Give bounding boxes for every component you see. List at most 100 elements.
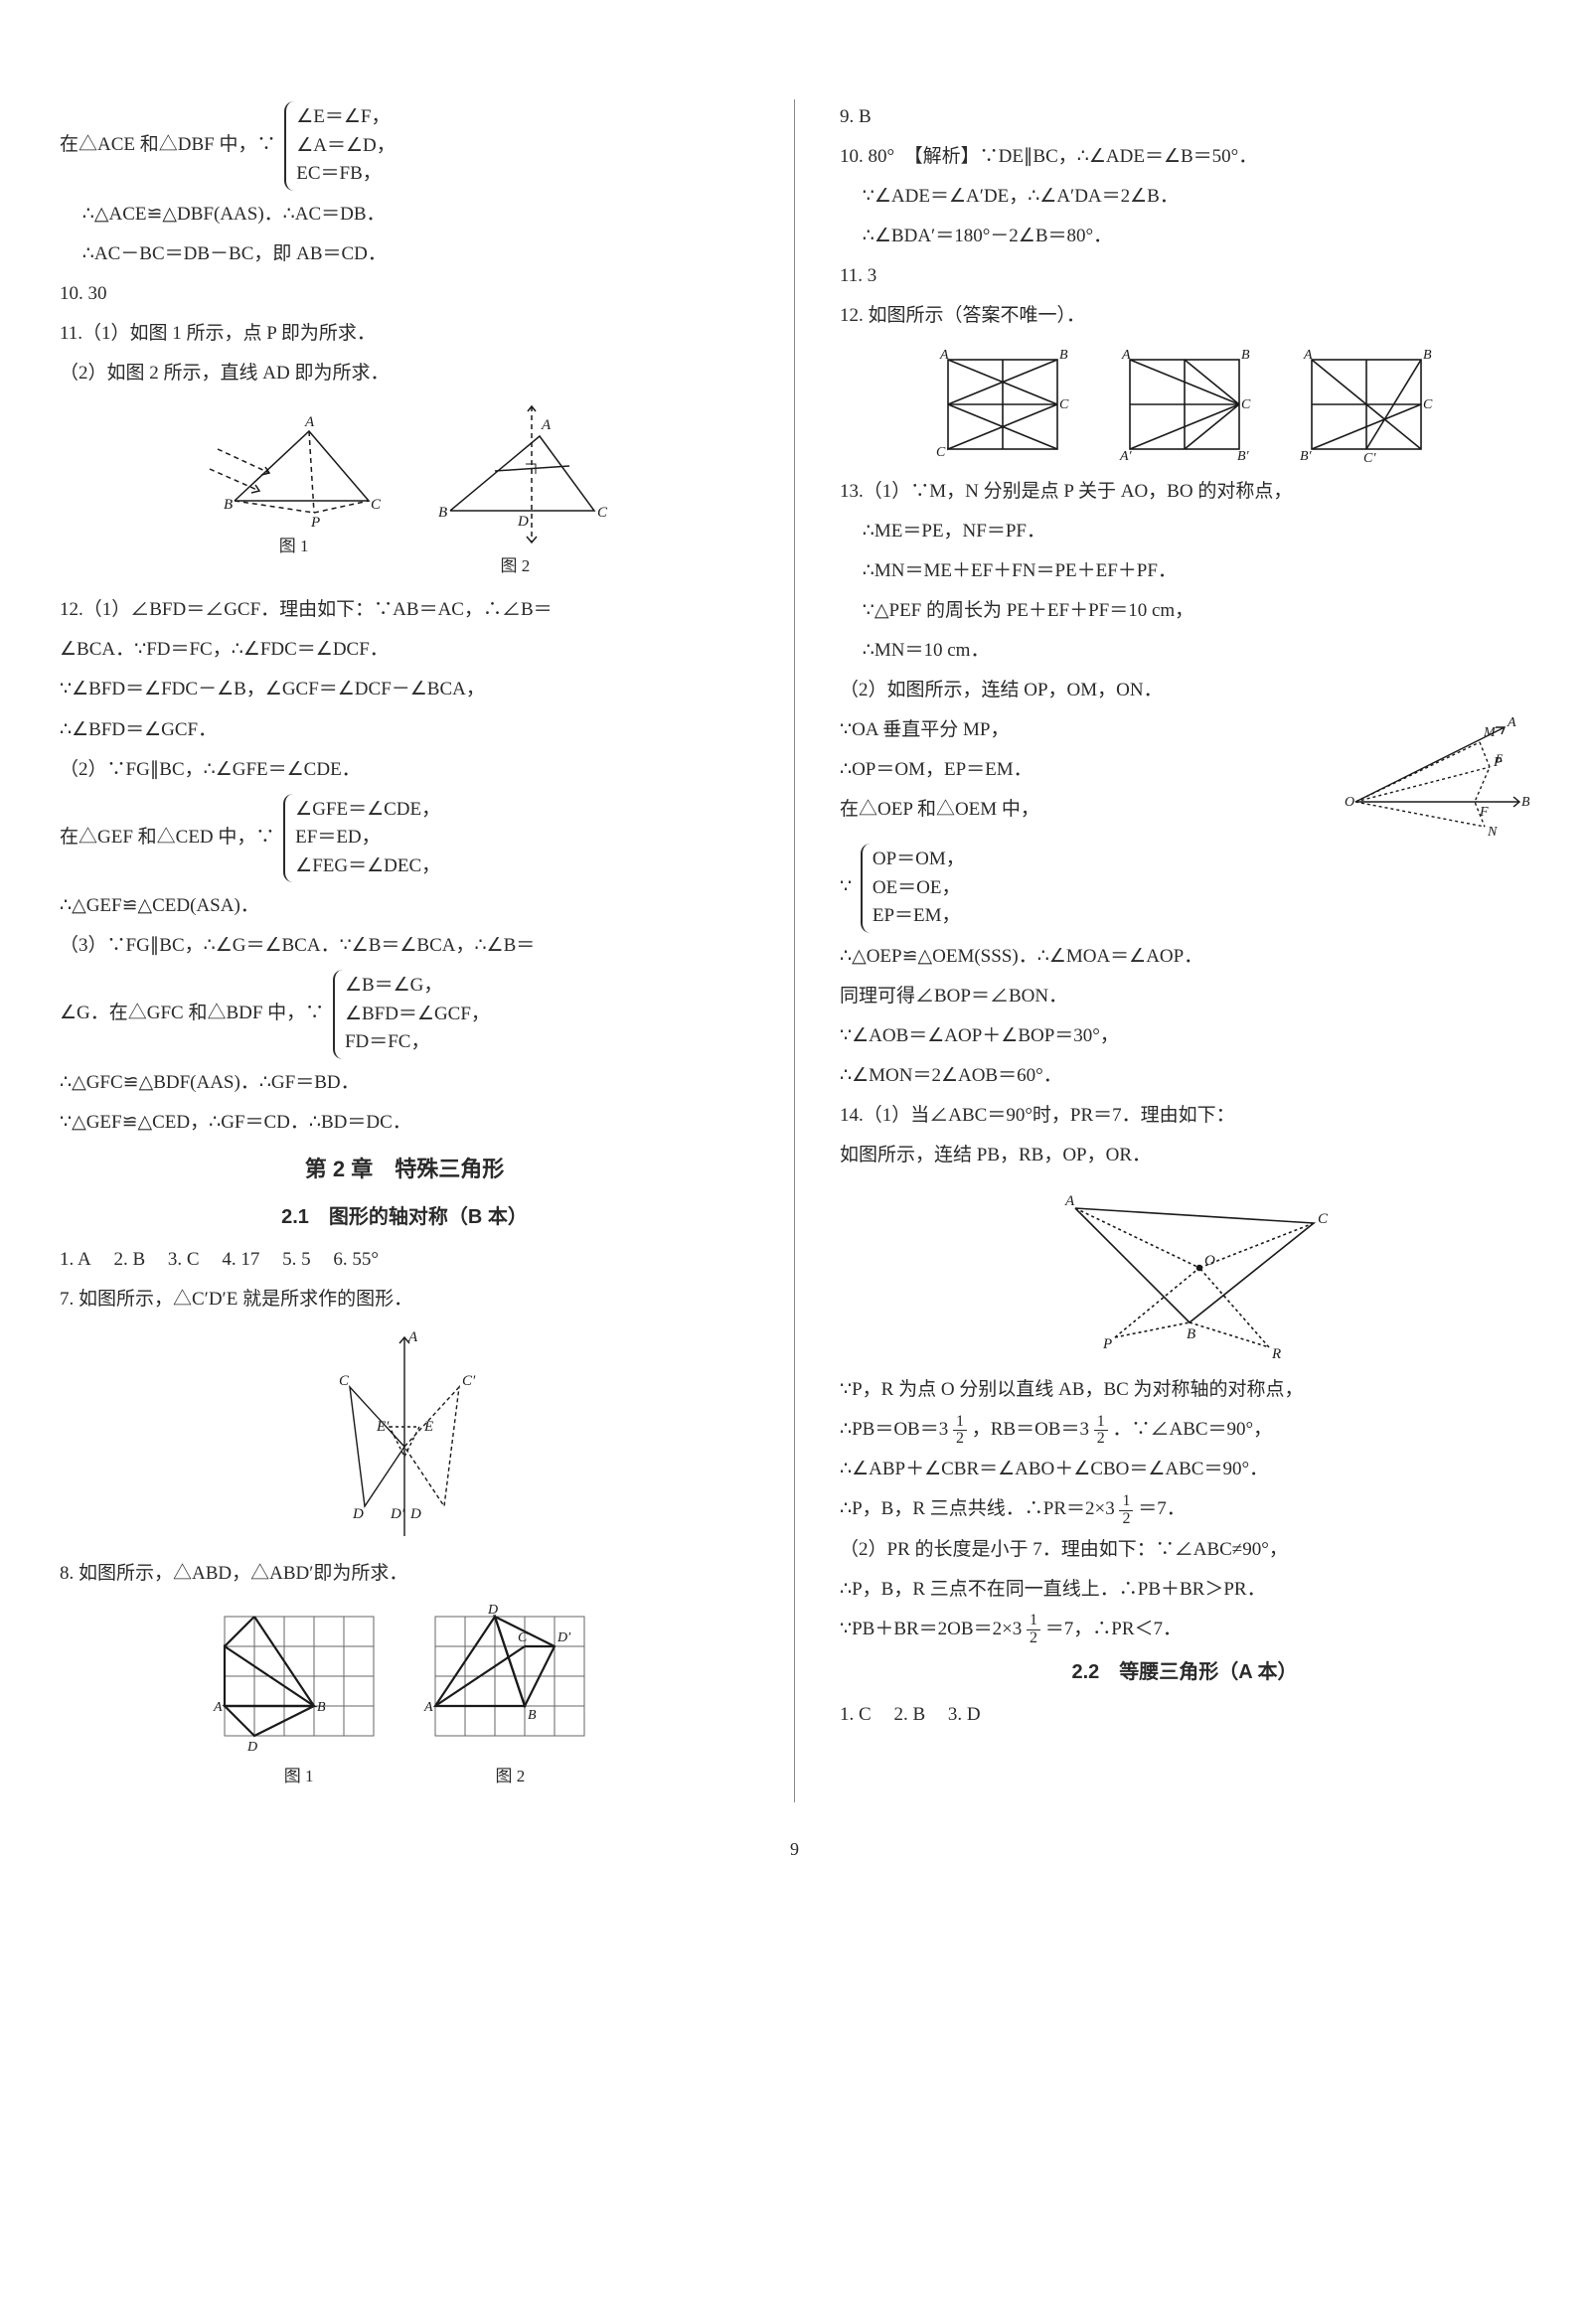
left-column: 在△ACE 和△DBF 中，∵ ∠E＝∠F， ∠A＝∠D， EC＝FB， ∴△A… [60, 99, 749, 1802]
text-line: （3）∵FG∥BC，∴∠G＝∠BCA．∵∠B＝∠BCA，∴∠B＝ [60, 928, 749, 964]
section-title: 2.2 等腰三角形（A 本） [840, 1653, 1529, 1691]
answer-item: 3. D [948, 1704, 981, 1725]
svg-text:E′: E′ [376, 1419, 390, 1435]
brace-item: ∠BFD＝∠GCF， [345, 1001, 490, 1029]
svg-text:C: C [339, 1373, 350, 1389]
svg-text:A: A [407, 1329, 418, 1345]
svg-text:A: A [541, 417, 552, 433]
answer-row: 1. C 2. B 3. D [840, 1697, 1529, 1733]
text-line: 10. 30 [60, 276, 749, 312]
svg-text:P: P [1102, 1336, 1112, 1352]
column-divider [794, 99, 795, 1802]
text-line: ∠BCA．∵FD＝FC，∴∠FDC＝∠DCF． [60, 632, 749, 668]
text-line: 同理可得∠BOP＝∠BON． [840, 979, 1529, 1014]
brace-item: EF＝ED， [295, 824, 440, 852]
text: ．∵∠ABC＝90°， [1112, 1419, 1272, 1440]
svg-text:B: B [224, 497, 233, 513]
grid-fig-2: AB CD′ D 图 2 [420, 1602, 599, 1792]
text-line: ∴PB＝OB＝3 12 ，RB＝OB＝3 12 ．∵∠ABC＝90°， [840, 1412, 1529, 1448]
text-line: 11. 3 [840, 258, 1529, 294]
figure-caption: 图 1 [200, 531, 389, 562]
text-line: ∴△OEP≌△OEM(SSS)．∴∠MOA＝∠AOP． [840, 939, 1529, 975]
figure-axis-symmetry: A CC′ E′E DD′ D [60, 1327, 749, 1546]
fraction: 12 [1094, 1414, 1108, 1449]
text-line: 14.（1）当∠ABC＝90°时，PR＝7．理由如下： [840, 1098, 1529, 1134]
square2-svg: AB A′C B′ [1110, 345, 1259, 464]
svg-text:O: O [1204, 1253, 1215, 1269]
text-line: 11.（1）如图 1 所示，点 P 即为所求． [60, 316, 749, 352]
svg-text:D: D [517, 514, 529, 530]
text-line: ∴MN＝10 cm． [840, 633, 1529, 669]
text-line: ∴∠BFD＝∠GCF． [60, 712, 749, 748]
figure-caption: 图 2 [420, 550, 609, 582]
answer-item: 2. B [113, 1249, 145, 1270]
svg-text:A: A [423, 1700, 433, 1715]
fraction: 12 [1027, 1613, 1040, 1647]
text-line: ∵∠BFD＝∠FDC－∠B，∠GCF＝∠DCF－∠BCA， [60, 672, 749, 707]
svg-text:B: B [1187, 1326, 1195, 1342]
square-fig-1: AB C′C [928, 345, 1077, 464]
svg-text:N: N [1487, 825, 1498, 840]
answer-item: 2. B [893, 1704, 925, 1725]
text: ∴P，B，R 三点共线．∴PR＝2×3 [840, 1498, 1115, 1519]
text: ＝7，∴PR＜7． [1045, 1619, 1182, 1639]
axis-sym-svg: A CC′ E′E DD′ D [305, 1327, 504, 1546]
triangle-fig-1-svg: A B C P [200, 401, 389, 531]
svg-text:A: A [304, 414, 315, 430]
square3-svg: AB C B′C′ [1292, 345, 1441, 464]
text-line: 在△OEP 和△OEM 中， [840, 792, 1331, 828]
svg-text:P: P [310, 515, 320, 531]
triangle-fig-2-svg: A B C D [420, 401, 609, 550]
text-line: ∴△GEF≌△CED(ASA)． [60, 888, 749, 924]
svg-text:B: B [1521, 795, 1529, 810]
svg-text:E: E [423, 1419, 433, 1435]
brace-item: ∠E＝∠F， [296, 103, 396, 132]
text-line: ∴P，B，R 三点共线．∴PR＝2×3 12 ＝7． [840, 1491, 1529, 1527]
page-container: 在△ACE 和△DBF 中，∵ ∠E＝∠F， ∠A＝∠D， EC＝FB， ∴△A… [60, 99, 1529, 1802]
answer-item: 4. 17 [222, 1249, 259, 1270]
square-fig-3: AB C B′C′ [1292, 345, 1441, 464]
answer-item: 6. 55° [333, 1249, 379, 1270]
text-line: （2）如图 2 所示，直线 AD 即为所求． [60, 356, 749, 391]
text: ＝7． [1138, 1498, 1186, 1519]
svg-text:B: B [1423, 348, 1432, 363]
answer-item: 5. 5 [282, 1249, 311, 1270]
svg-text:D: D [246, 1740, 257, 1755]
brace-block: ∠B＝∠G， ∠BFD＝∠GCF， FD＝FC， [333, 970, 490, 1059]
fraction: 12 [953, 1414, 967, 1449]
brace-item: EC＝FB， [296, 160, 396, 189]
text: ，RB＝OB＝3 [972, 1419, 1089, 1440]
text-line: 10. 80° 【解析】∵DE∥BC，∴∠ADE＝∠B＝50°． [840, 139, 1529, 175]
text-line: ∴MN＝ME＋EF＋FN＝PE＋EF＋PF． [840, 553, 1529, 589]
grid-fig-1: AB D 图 1 [210, 1602, 389, 1792]
brace-item: OE＝OE， [873, 874, 965, 903]
text-line: ∴∠MON＝2∠AOB＝60°． [840, 1058, 1529, 1094]
page-number: 9 [60, 1832, 1529, 1866]
brace-item: ∠A＝∠D， [296, 132, 396, 161]
figure-row: A B C P 图 1 [60, 401, 749, 582]
text-line: （2）PR 的长度是小于 7．理由如下：∵∠ABC≠90°， [840, 1532, 1529, 1568]
svg-text:A: A [1507, 715, 1516, 730]
oab-svg: OB A MP E F N [1341, 712, 1529, 842]
text-line: 13.（1）∵M，N 分别是点 P 关于 AO，BO 的对称点， [840, 474, 1529, 510]
svg-text:C′: C′ [1363, 451, 1376, 464]
brace-item: EP＝EM， [873, 902, 965, 931]
text: ∴PB＝OB＝3 [840, 1419, 948, 1440]
brace-block: ∠GFE＝∠CDE， EF＝ED， ∠FEG＝∠DEC， [283, 794, 440, 883]
brace-item: ∠B＝∠G， [345, 972, 490, 1001]
svg-text:C: C [1318, 1211, 1329, 1227]
text-line: ∵∠AOB＝∠AOP＋∠BOP＝30°， [840, 1018, 1529, 1054]
svg-text:C′: C′ [936, 445, 949, 460]
svg-text:C: C [597, 505, 608, 521]
svg-text:B′: B′ [1300, 449, 1313, 464]
answer-item: 1. C [840, 1704, 872, 1725]
text: ∵PB＋BR＝2OB＝2×3 [840, 1619, 1022, 1639]
text-line: 7. 如图所示，△C′D′E 就是所求作的图形． [60, 1282, 749, 1317]
brace-item: ∠GFE＝∠CDE， [295, 796, 440, 825]
square-fig-2: AB A′C B′ [1110, 345, 1259, 464]
oab-figure: OB A MP E F N [1341, 712, 1529, 842]
svg-text:D: D [352, 1506, 364, 1522]
text: ∠G．在△GFC 和△BDF 中，∵ [60, 1004, 324, 1024]
answer-row: 1. A 2. B 3. C 4. 17 5. 5 6. 55° [60, 1242, 749, 1278]
abc-pr-figure: AC BO PR [840, 1183, 1529, 1362]
